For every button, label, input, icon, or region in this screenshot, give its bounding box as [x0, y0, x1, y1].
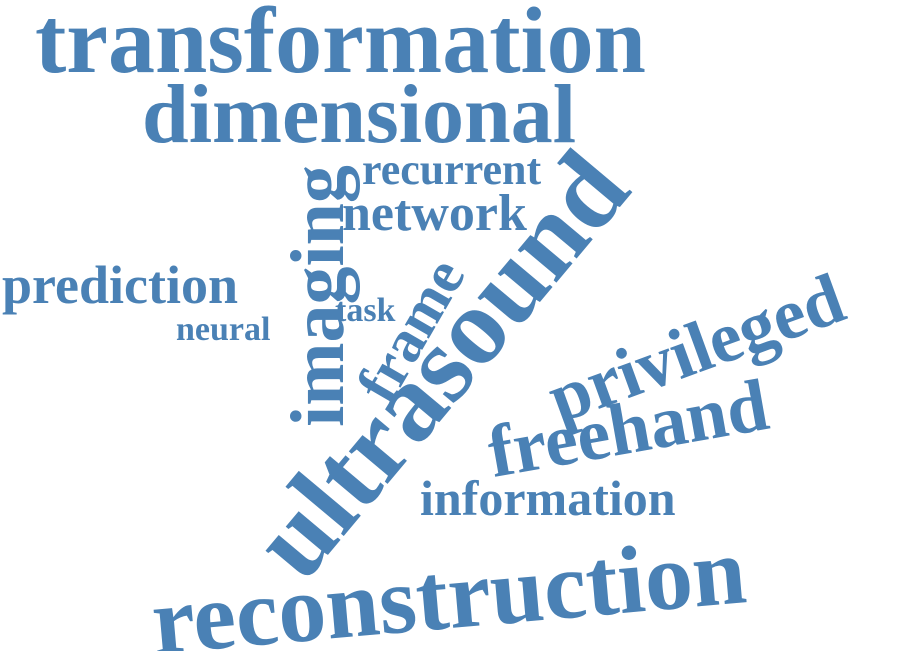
word-information: information — [420, 470, 676, 526]
word-network: network — [342, 185, 527, 242]
word-reconstruction: reconstruction — [147, 516, 750, 651]
word-dimensional: dimensional — [142, 68, 577, 161]
word-neural: neural — [176, 311, 271, 348]
word-prediction: prediction — [2, 255, 239, 315]
word-transformation: transformation — [35, 0, 646, 93]
word-recurrent: recurrent — [362, 145, 542, 194]
word-task: task — [335, 292, 396, 329]
